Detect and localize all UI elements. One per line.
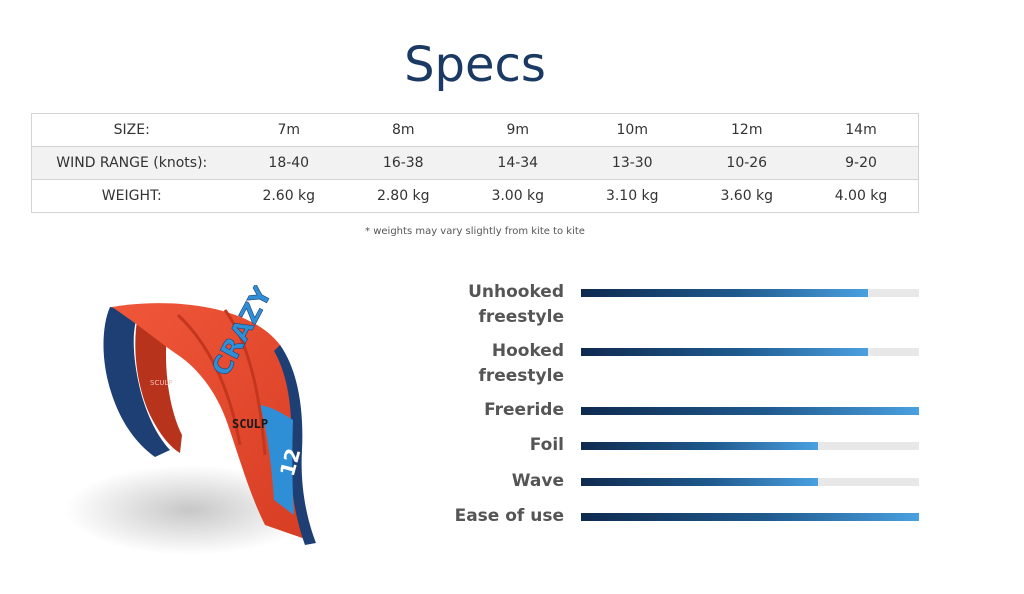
rating-bar-track (581, 407, 919, 415)
row-label: SIZE: (31, 113, 232, 147)
rating-label: Ease of use (430, 504, 564, 529)
rating-bar-track (581, 513, 919, 521)
rating-label: Unhooked freestyle (430, 280, 564, 330)
table-cell: 4.00 kg (804, 179, 919, 213)
rating-bar-track (581, 348, 919, 356)
rating-label: Wave (430, 469, 564, 494)
rating-label-line: freestyle (478, 366, 564, 386)
kite-strut (223, 309, 267, 456)
kite-illustration: CRAZY SCULP 12 SCULP (65, 280, 316, 555)
table-cell: 12m (689, 113, 804, 147)
rating-bar-fill (581, 407, 919, 415)
table-cell: 9-20 (804, 146, 919, 180)
rating-label-line: Wave (511, 471, 564, 491)
table-cell: 3.60 kg (689, 179, 804, 213)
table-cell: 3.10 kg (575, 179, 690, 213)
rating-bar-fill (581, 442, 818, 450)
table-cell: 10-26 (689, 146, 804, 180)
rating-row-freeride: Freeride (430, 398, 930, 433)
rating-bar-fill (581, 478, 818, 486)
table-cell: 8m (346, 113, 461, 147)
rating-bar-track (581, 289, 919, 297)
specs-table: SIZE: 7m 8m 9m 10m 12m 14m WIND RANGE (k… (31, 113, 919, 213)
row-label: WEIGHT: (31, 179, 232, 213)
table-cell: 7m (231, 113, 346, 147)
kite-image: CRAZY SCULP 12 SCULP (60, 280, 360, 565)
page-title: Specs (404, 37, 546, 93)
table-cell: 16-38 (346, 146, 461, 180)
kite-left-tip (103, 307, 170, 457)
rating-row-hooked-freestyle: Hooked freestyle (430, 339, 930, 398)
rating-label: Foil (430, 433, 564, 458)
rating-bar-fill (581, 513, 919, 521)
table-row-wind-range: WIND RANGE (knots): 18-40 16-38 14-34 13… (31, 146, 919, 180)
table-row-size: SIZE: 7m 8m 9m 10m 12m 14m (31, 113, 919, 147)
rating-label: Hooked freestyle (430, 339, 564, 389)
rating-bar-track (581, 442, 919, 450)
kite-model-text: SCULP (232, 417, 268, 431)
rating-row-ease-of-use: Ease of use (430, 504, 930, 539)
kite-small-text: SCULP (150, 379, 173, 387)
rating-bar-track (581, 478, 919, 486)
table-row-weight: WEIGHT: 2.60 kg 2.80 kg 3.00 kg 3.10 kg … (31, 179, 919, 213)
kite-right-tip (274, 345, 316, 545)
kite-strut (176, 313, 242, 446)
rating-bar-fill (581, 348, 869, 356)
table-cell: 14m (804, 113, 919, 147)
rating-label: Freeride (430, 398, 564, 423)
kite-canopy (112, 303, 308, 540)
table-cell: 10m (575, 113, 690, 147)
ratings-panel: Unhooked freestyle Hooked freestyle Free… (430, 280, 930, 539)
table-cell: 3.00 kg (460, 179, 575, 213)
kite-accent-panel (260, 405, 294, 515)
table-cell: 13-30 (575, 146, 690, 180)
table-cell: 18-40 (231, 146, 346, 180)
rating-bar-fill (581, 289, 869, 297)
weights-footnote: * weights may vary slightly from kite to… (365, 226, 585, 237)
rating-row-wave: Wave (430, 469, 930, 504)
kite-inner-canopy (135, 315, 182, 453)
rating-label-line: freestyle (478, 307, 564, 327)
table-cell: 9m (460, 113, 575, 147)
rating-label-line: Hooked (491, 341, 564, 361)
rating-label-line: Foil (529, 435, 564, 455)
rating-label-line: Freeride (484, 400, 564, 420)
table-cell: 14-34 (460, 146, 575, 180)
row-label: WIND RANGE (knots): (31, 146, 232, 180)
rating-row-unhooked-freestyle: Unhooked freestyle (430, 280, 930, 339)
table-cell: 2.60 kg (231, 179, 346, 213)
rating-row-foil: Foil (430, 433, 930, 469)
table-cell: 2.80 kg (346, 179, 461, 213)
rating-label-line: Unhooked (468, 282, 564, 302)
rating-label-line: Ease of use (454, 506, 564, 526)
